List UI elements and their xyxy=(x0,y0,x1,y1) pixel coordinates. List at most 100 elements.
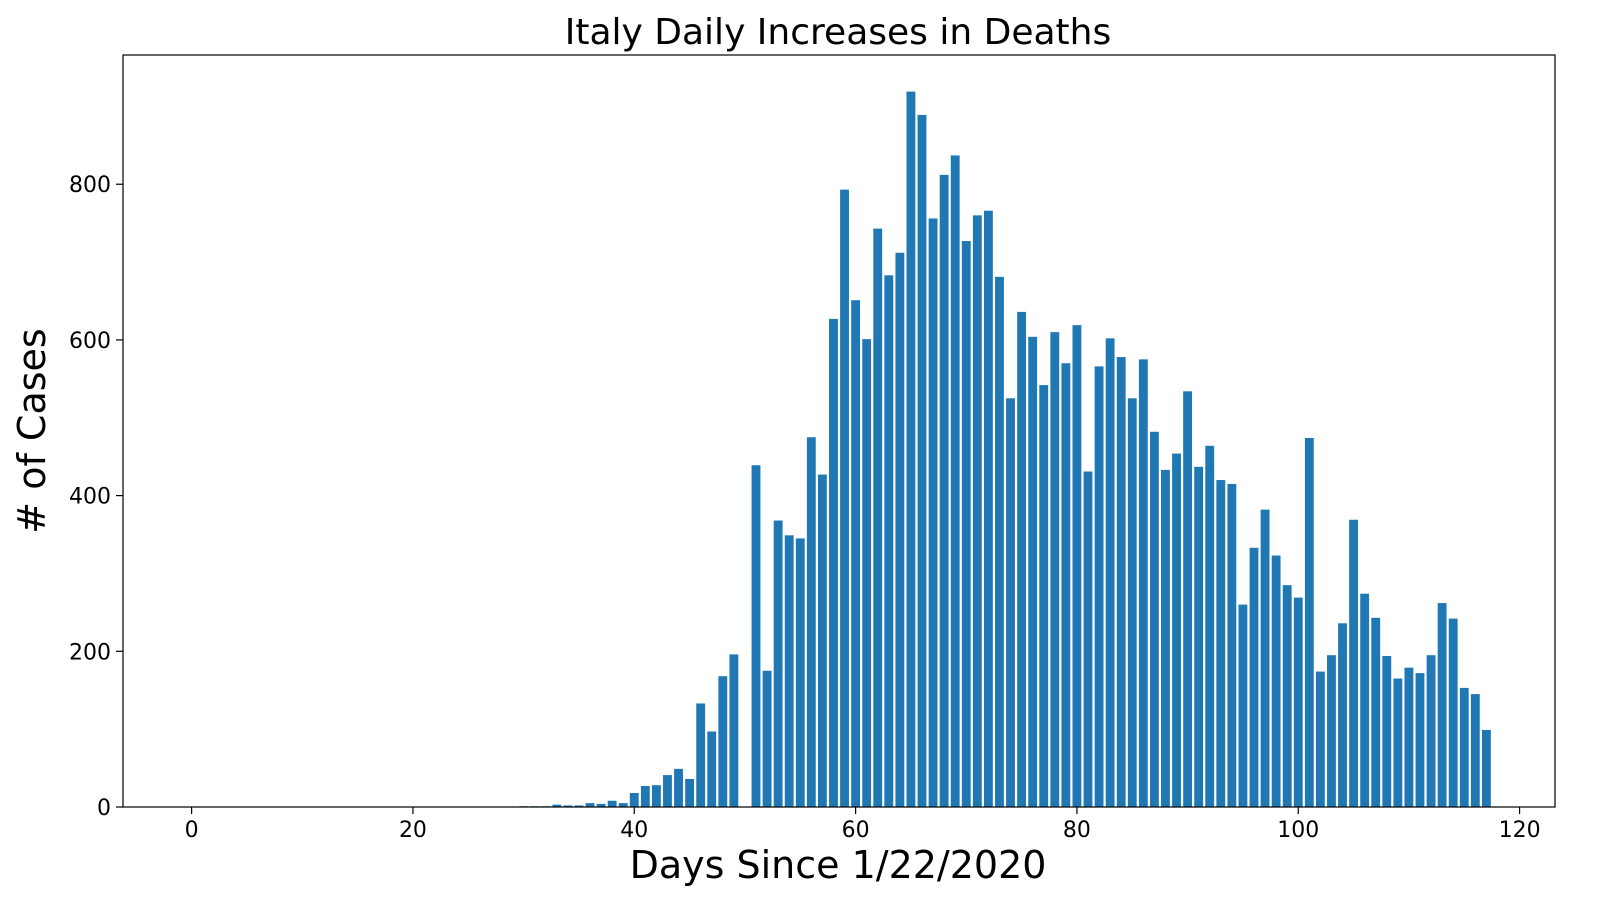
bar-day-97 xyxy=(1260,509,1270,807)
bar-day-51 xyxy=(751,465,761,807)
bar-day-114 xyxy=(1448,618,1458,807)
bar-day-116 xyxy=(1470,694,1480,807)
bars-group xyxy=(519,91,1491,808)
bar-day-95 xyxy=(1238,604,1248,807)
y-axis-label: # of Cases xyxy=(10,328,54,533)
bar-day-115 xyxy=(1459,687,1469,807)
bar-day-78 xyxy=(1050,332,1060,807)
bar-day-76 xyxy=(1028,336,1038,807)
x-tick-label: 60 xyxy=(842,818,870,843)
bar-day-90 xyxy=(1183,391,1193,807)
bar-day-94 xyxy=(1227,483,1237,807)
bar-day-98 xyxy=(1271,555,1281,807)
bar-day-56 xyxy=(806,437,816,807)
bar-day-117 xyxy=(1481,729,1491,807)
bar-day-85 xyxy=(1127,398,1137,807)
bar-day-69 xyxy=(950,155,960,808)
x-tick-label: 80 xyxy=(1063,818,1091,843)
bar-day-73 xyxy=(995,276,1004,807)
bar-day-77 xyxy=(1039,385,1049,807)
bar-day-47 xyxy=(707,731,717,807)
bar-day-53 xyxy=(773,520,783,807)
bar-day-57 xyxy=(817,474,827,807)
bar-day-35 xyxy=(574,805,584,807)
x-tick-label: 0 xyxy=(185,818,199,843)
bar-day-106 xyxy=(1360,593,1370,807)
bar-day-61 xyxy=(862,339,872,807)
bar-day-44 xyxy=(674,768,683,807)
bar-day-109 xyxy=(1393,678,1403,807)
bar-day-103 xyxy=(1327,655,1336,807)
bar-day-113 xyxy=(1437,603,1447,807)
bar-day-65 xyxy=(906,91,916,808)
bar-day-33 xyxy=(552,804,562,807)
bar-day-37 xyxy=(596,803,606,807)
bar-day-112 xyxy=(1426,655,1436,807)
bar-day-72 xyxy=(983,210,993,807)
bar-day-54 xyxy=(784,535,794,807)
bar-day-80 xyxy=(1072,325,1082,807)
bar-day-75 xyxy=(1017,311,1027,807)
x-tick-label: 40 xyxy=(620,818,648,843)
bar-day-59 xyxy=(840,189,849,808)
bar-day-110 xyxy=(1404,667,1414,807)
bar-day-86 xyxy=(1138,359,1148,807)
y-tick-label: 400 xyxy=(69,485,111,510)
bar-day-63 xyxy=(884,275,894,807)
y-tick-label: 800 xyxy=(69,173,111,198)
bar-day-42 xyxy=(651,785,661,807)
bar-day-52 xyxy=(762,670,772,807)
bar-day-62 xyxy=(873,228,883,808)
bar-day-71 xyxy=(972,215,982,808)
chart-title: Italy Daily Increases in Deaths xyxy=(565,12,1112,53)
bar-day-93 xyxy=(1216,480,1226,807)
bar-day-38 xyxy=(607,800,617,807)
x-tick-label: 100 xyxy=(1277,818,1319,843)
y-tick-label: 0 xyxy=(97,796,111,821)
bar-day-104 xyxy=(1338,623,1347,807)
bar-day-107 xyxy=(1371,617,1381,807)
x-axis-ticks: 0 20 40 60 80 100 120 xyxy=(185,807,1541,843)
bar-day-99 xyxy=(1282,585,1292,807)
bar-day-48 xyxy=(718,676,728,807)
bar-day-88 xyxy=(1161,469,1170,807)
bar-day-84 xyxy=(1116,357,1126,807)
bar-day-58 xyxy=(829,318,838,807)
y-tick-label: 200 xyxy=(69,640,111,665)
bar-day-83 xyxy=(1105,338,1115,807)
bar-day-67 xyxy=(928,218,938,808)
bar-day-111 xyxy=(1415,673,1425,807)
bar-day-49 xyxy=(729,654,739,807)
x-axis-label: Days Since 1/22/2020 xyxy=(630,843,1047,887)
bar-day-36 xyxy=(585,803,595,807)
bar-day-101 xyxy=(1304,438,1314,807)
bar-day-108 xyxy=(1382,655,1392,807)
bar-day-60 xyxy=(851,300,861,807)
bar-day-39 xyxy=(618,803,628,807)
bar-day-89 xyxy=(1172,453,1181,807)
bar-day-81 xyxy=(1083,471,1093,807)
bar-day-41 xyxy=(640,785,650,807)
bar-day-102 xyxy=(1315,671,1325,807)
x-tick-label: 120 xyxy=(1499,818,1541,843)
bar-day-100 xyxy=(1293,597,1303,807)
bar-day-74 xyxy=(1006,398,1015,807)
x-tick-label: 20 xyxy=(399,818,427,843)
bar-day-96 xyxy=(1249,547,1259,807)
y-axis-ticks: 0 200 400 600 800 xyxy=(69,173,123,821)
bar-day-43 xyxy=(663,775,672,807)
bar-day-70 xyxy=(961,241,971,808)
bar-day-68 xyxy=(939,174,949,807)
bar-day-66 xyxy=(917,114,927,807)
bar-day-79 xyxy=(1061,363,1071,807)
bar-day-92 xyxy=(1205,445,1215,807)
bar-day-82 xyxy=(1094,366,1104,807)
y-tick-label: 600 xyxy=(69,329,111,354)
bar-day-45 xyxy=(685,778,695,807)
plot-frame xyxy=(122,54,1556,808)
bar-day-34 xyxy=(563,805,573,807)
bar-day-105 xyxy=(1349,519,1359,807)
bar-day-87 xyxy=(1149,431,1159,807)
bar-day-40 xyxy=(629,792,639,807)
